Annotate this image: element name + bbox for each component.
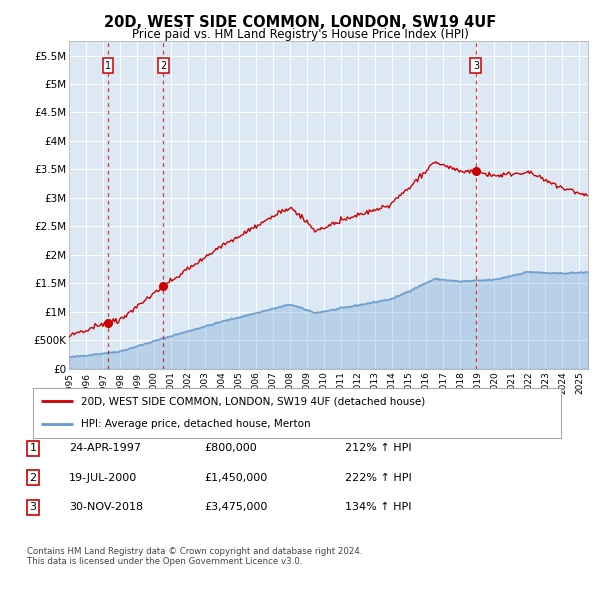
Text: £800,000: £800,000 [204, 444, 257, 453]
Text: 134% ↑ HPI: 134% ↑ HPI [345, 503, 412, 512]
Text: 24-APR-1997: 24-APR-1997 [69, 444, 141, 453]
Text: 2: 2 [160, 61, 166, 71]
Text: Contains HM Land Registry data © Crown copyright and database right 2024.: Contains HM Land Registry data © Crown c… [27, 547, 362, 556]
Text: 3: 3 [473, 61, 479, 71]
Text: 20D, WEST SIDE COMMON, LONDON, SW19 4UF: 20D, WEST SIDE COMMON, LONDON, SW19 4UF [104, 15, 496, 30]
Text: HPI: Average price, detached house, Merton: HPI: Average price, detached house, Mert… [80, 419, 310, 430]
Text: 3: 3 [29, 503, 37, 512]
Text: 2: 2 [29, 473, 37, 483]
Text: Price paid vs. HM Land Registry's House Price Index (HPI): Price paid vs. HM Land Registry's House … [131, 28, 469, 41]
Text: 212% ↑ HPI: 212% ↑ HPI [345, 444, 412, 453]
Text: This data is licensed under the Open Government Licence v3.0.: This data is licensed under the Open Gov… [27, 557, 302, 566]
Text: 222% ↑ HPI: 222% ↑ HPI [345, 473, 412, 483]
Text: £3,475,000: £3,475,000 [204, 503, 268, 512]
Text: 19-JUL-2000: 19-JUL-2000 [69, 473, 137, 483]
Text: 1: 1 [105, 61, 111, 71]
Text: 1: 1 [29, 444, 37, 453]
Text: 30-NOV-2018: 30-NOV-2018 [69, 503, 143, 512]
Text: £1,450,000: £1,450,000 [204, 473, 267, 483]
Text: 20D, WEST SIDE COMMON, LONDON, SW19 4UF (detached house): 20D, WEST SIDE COMMON, LONDON, SW19 4UF … [80, 396, 425, 406]
